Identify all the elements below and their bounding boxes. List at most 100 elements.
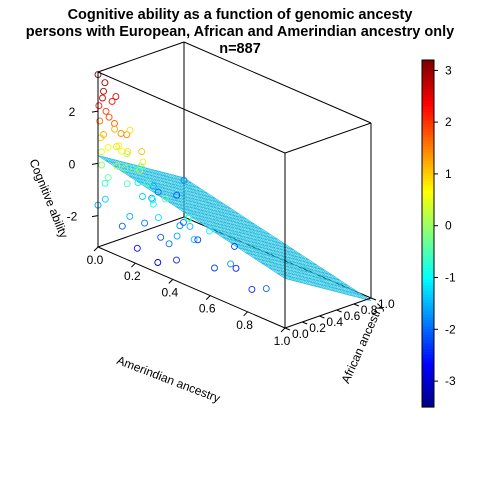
colorbar-segment [422, 285, 434, 290]
colorbar-segment [422, 331, 434, 336]
colorbar-segment [422, 268, 434, 272]
surface-gridline [222, 237, 309, 261]
colorbar-segment [422, 326, 434, 330]
colorbar-segment [422, 112, 434, 116]
axis-ticks: 0.00.20.40.60.81.0 0.0 0.2 0.4 0.6 0.8 1.0-202 [67, 105, 395, 348]
y-tick-mark [302, 321, 308, 325]
colorbar-segment [422, 279, 434, 284]
y-tick-label: 0.0 [292, 327, 309, 341]
regression-surface [97, 155, 372, 301]
data-point [126, 212, 134, 220]
box-edge-top-front [97, 71, 286, 154]
surface-gridline [284, 278, 372, 301]
colorbar-segment [422, 375, 434, 379]
colorbar-segment [422, 152, 434, 157]
colorbar-segment [422, 245, 434, 249]
colorbar-segment [422, 369, 434, 373]
data-point [105, 113, 113, 121]
colorbar-segment [422, 184, 434, 188]
colorbar-segment [422, 149, 434, 154]
surface-gridline [155, 170, 343, 294]
colorbar-segment [422, 360, 434, 365]
y-tick-label: 0.8 [361, 303, 378, 317]
colorbar-segment [422, 314, 434, 318]
y-tick-label: 0.6 [344, 309, 361, 323]
data-point [227, 260, 235, 268]
data-point [139, 193, 146, 200]
data-point [141, 219, 149, 227]
data-point [137, 163, 145, 171]
colorbar-segment [422, 216, 434, 220]
data-point [184, 214, 192, 222]
data-point [173, 191, 181, 199]
data-point [232, 264, 240, 272]
colorbar-segment [422, 337, 434, 342]
colorbar-segment [422, 204, 434, 209]
colorbar-segment [422, 146, 434, 151]
x-tick-label: 0.0 [87, 253, 104, 267]
colorbar-segment [422, 282, 434, 287]
colorbar-segment [422, 378, 434, 382]
colorbar-segment [422, 74, 434, 78]
surface-gridline [277, 272, 364, 296]
colorbar-segment [422, 120, 434, 125]
data-point [98, 161, 106, 169]
surface-gridline [173, 174, 361, 299]
data-point [136, 166, 144, 174]
colorbar-segment [422, 175, 434, 180]
data-points [94, 71, 270, 293]
data-point [173, 256, 180, 264]
chart-title-line-3: n=887 [219, 41, 261, 57]
box-edge-top-right [284, 122, 372, 154]
colorbar-segment [422, 221, 434, 226]
z-tick-mark [91, 162, 99, 165]
colorbar-tick-label: -3 [445, 374, 456, 388]
data-point [194, 236, 202, 244]
colorbar-segment [422, 233, 434, 237]
surface-gridline [238, 247, 325, 271]
chart-title-line-2: persons with European, African and Ameri… [26, 24, 454, 40]
colorbar-segment [422, 91, 434, 96]
colorbar-tick-label: -1 [445, 271, 456, 285]
surface-gridline [230, 242, 317, 266]
x-tick-label: 0.6 [199, 302, 216, 316]
colorbar-segment [422, 224, 434, 229]
axes-front-frame [97, 71, 372, 329]
data-point [231, 242, 238, 250]
colorbar-segment [422, 395, 434, 399]
surface-gridline [162, 171, 350, 296]
data-point [118, 222, 126, 230]
colorbar-segment [422, 97, 434, 102]
colorbar-segment [422, 71, 434, 76]
colorbar-segment [422, 262, 434, 266]
colorbar-segment [422, 126, 434, 130]
data-point [139, 158, 147, 166]
colorbar-segment [422, 201, 434, 206]
data-point [96, 117, 104, 125]
data-point [111, 125, 119, 133]
colorbar-segment [422, 83, 434, 87]
colorbar-segment [422, 207, 434, 211]
data-point [101, 79, 109, 87]
data-point [133, 244, 141, 252]
z-tick-mark [91, 110, 99, 113]
colorbar-segment [422, 166, 434, 171]
colorbar-segment [422, 181, 434, 185]
colorbar-segment [422, 250, 434, 255]
colorbar-segment [422, 230, 434, 235]
data-point [154, 259, 162, 266]
colorbar-segment [422, 143, 434, 148]
data-point [97, 148, 105, 156]
colorbar-segment [422, 343, 434, 347]
colorbar-segment [422, 100, 434, 104]
colorbar-segment [422, 265, 434, 269]
colorbar-segment [422, 132, 434, 136]
surface-gridline [180, 176, 368, 301]
colorbar-tick-label: 3 [445, 63, 452, 77]
x-tick-mark [131, 262, 136, 268]
colorbar-segment [422, 300, 434, 304]
surface-gridline [147, 168, 336, 292]
surface-gridline [151, 169, 340, 293]
colorbar-segment [422, 288, 434, 292]
data-point [118, 147, 126, 155]
